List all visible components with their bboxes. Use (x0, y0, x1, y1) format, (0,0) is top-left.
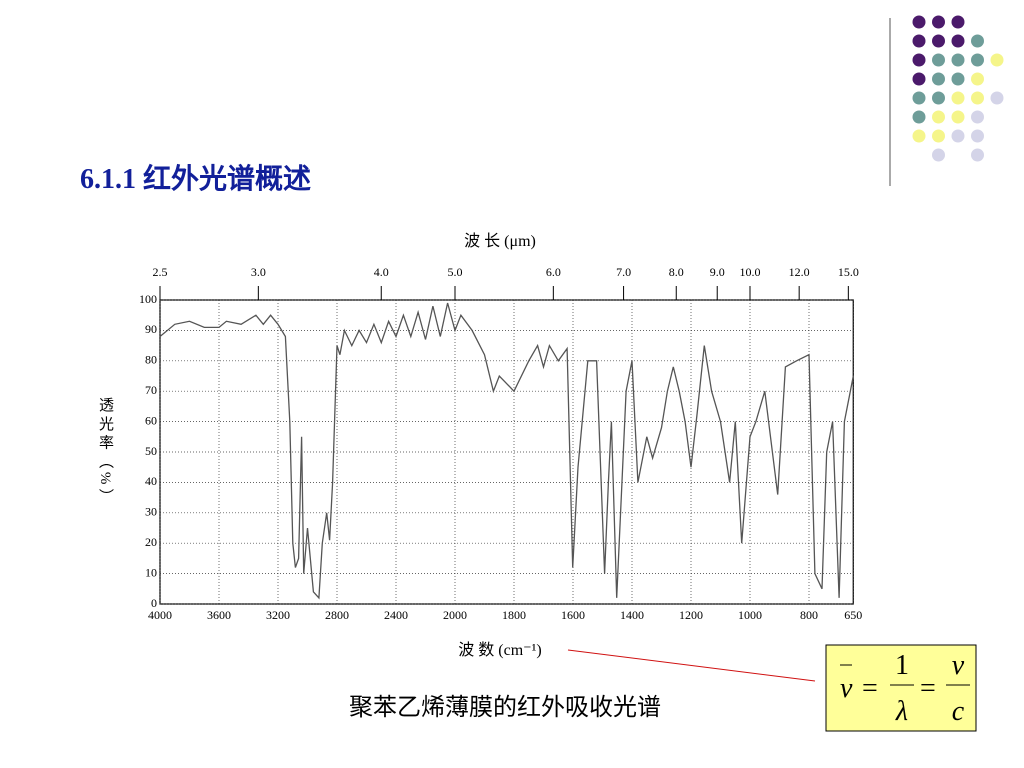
x-tick-label: 1400 (620, 608, 644, 622)
y-tick-label: 20 (145, 535, 157, 549)
y-tick-label: 30 (145, 505, 157, 519)
dot (932, 15, 945, 29)
dot (990, 53, 1004, 67)
dot (932, 148, 945, 162)
top-tick-label: 6.0 (546, 265, 561, 279)
dot (932, 110, 945, 124)
formula-lhs: ν (840, 673, 853, 704)
formula-den: c (952, 696, 965, 727)
y-axis-label: 透 光 率 （ % ） (97, 397, 114, 503)
dot (912, 110, 926, 124)
dot (971, 148, 984, 162)
y-tick-label: 40 (145, 474, 157, 488)
dot (951, 129, 965, 143)
dot (932, 34, 945, 48)
x-tick-label: 1200 (679, 608, 703, 622)
formula-eq: = (862, 673, 878, 704)
pointer-line (567, 649, 816, 682)
dot (951, 53, 965, 67)
x-tick-label: 3600 (207, 608, 231, 622)
x-tick-label: 650 (844, 608, 862, 622)
dot (932, 72, 945, 86)
top-tick-label: 12.0 (789, 265, 810, 279)
top-tick-label: 5.0 (448, 265, 463, 279)
dot (971, 53, 984, 67)
y-tick-label: 10 (145, 565, 157, 579)
x-tick-label: 2400 (384, 608, 408, 622)
dot (971, 129, 984, 143)
y-tick-label: 90 (145, 322, 157, 336)
dot (951, 15, 965, 29)
dot (990, 91, 1004, 105)
dot (971, 110, 984, 124)
top-tick-label: 10.0 (740, 265, 761, 279)
x-tick-label: 800 (800, 608, 818, 622)
slide-title: 6.1.1 红外光谱概述 (80, 162, 311, 195)
y-tick-label: 60 (145, 413, 157, 427)
dot (951, 72, 965, 86)
top-axis-label: 波 长 (μm) (464, 232, 536, 250)
dot (912, 91, 926, 105)
spectrum-line (159, 302, 854, 600)
y-tick-label: 70 (145, 383, 157, 397)
formula-num: 1 (895, 650, 909, 681)
dot (951, 110, 965, 124)
x-tick-label: 1800 (502, 608, 526, 622)
top-tick-label: 3.0 (251, 265, 266, 279)
dot (932, 91, 945, 105)
x-tick-label: 3200 (266, 608, 290, 622)
y-tick-label: 80 (145, 353, 157, 367)
x-tick-label: 1000 (738, 608, 762, 622)
x-tick-label: 4000 (148, 608, 172, 622)
top-tick-label: 8.0 (669, 265, 684, 279)
dot (932, 53, 945, 67)
dot (951, 91, 965, 105)
dot (971, 91, 984, 105)
top-tick-label: 4.0 (374, 265, 389, 279)
dot (912, 53, 926, 67)
decoration-dots (912, 15, 1004, 162)
x-tick-label: 2000 (443, 608, 467, 622)
formula: ν = 1 λ = ν c (840, 650, 970, 727)
dot (971, 72, 984, 86)
dot (932, 129, 945, 143)
caption: 聚苯乙烯薄膜的红外吸收光谱 (349, 694, 661, 721)
formula-box (825, 644, 977, 732)
top-tick-label: 15.0 (838, 265, 859, 279)
top-tick-label: 9.0 (710, 265, 725, 279)
dot (912, 72, 926, 86)
x-tick-label: 1600 (561, 608, 585, 622)
formula-eq: = (920, 673, 936, 704)
y-tick-label: 0 (151, 596, 157, 610)
top-tick-label: 7.0 (616, 265, 631, 279)
y-tick-label: 100 (139, 292, 157, 306)
dot (951, 34, 965, 48)
formula-num: ν (952, 650, 965, 681)
x-tick-label: 2800 (325, 608, 349, 622)
dot (912, 129, 926, 143)
top-tick-label: 2.5 (153, 265, 168, 279)
x-axis-label: 波 数 (cm⁻¹) (458, 641, 541, 659)
dot (971, 34, 984, 48)
y-tick-label: 50 (145, 444, 157, 458)
formula-den: λ (895, 696, 908, 727)
dot (912, 15, 926, 29)
dot (912, 34, 926, 48)
